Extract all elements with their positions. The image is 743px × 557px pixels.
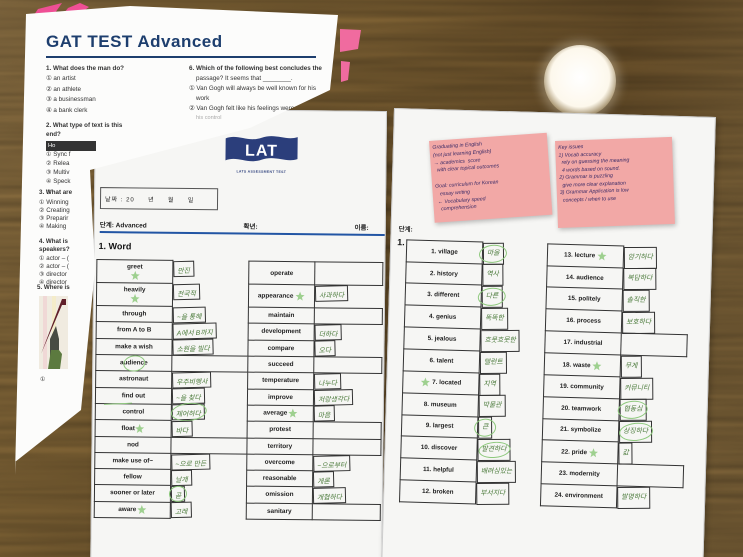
svg-text:LAT: LAT — [245, 143, 278, 160]
